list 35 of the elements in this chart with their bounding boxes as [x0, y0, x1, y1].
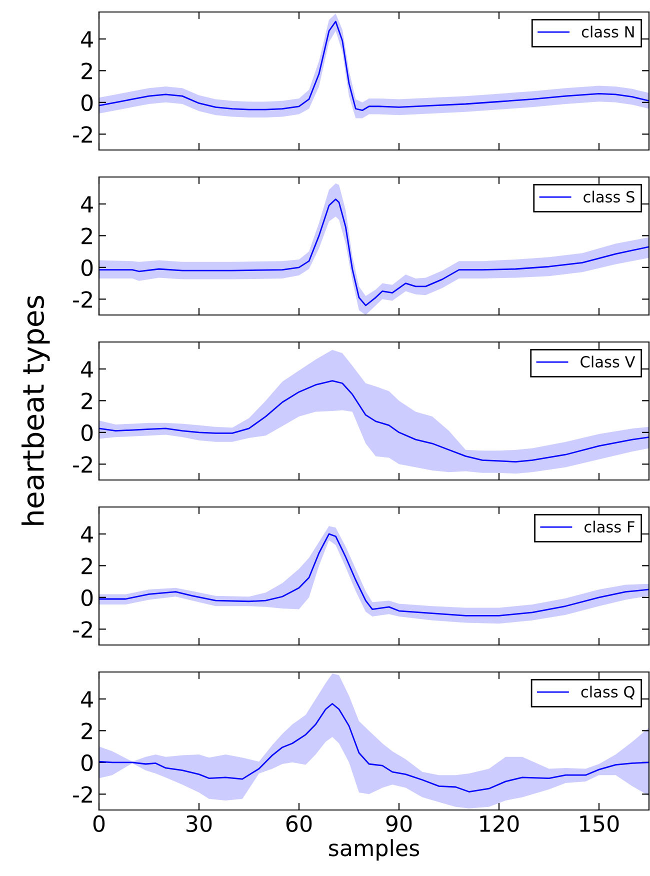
x-axis-title: samples: [329, 839, 420, 861]
y-tick-label: 4: [81, 361, 93, 378]
y-tick-label: 4: [81, 691, 93, 708]
x-tick-label: 60: [286, 815, 312, 832]
legend-label: class Q: [581, 686, 634, 700]
legend-label: Class V: [580, 356, 636, 368]
x-tick-label: 120: [480, 815, 519, 832]
line-series: [99, 703, 649, 792]
y-tick-label: 2: [82, 392, 92, 410]
legend-label: class S: [584, 190, 634, 203]
line-series: [99, 380, 649, 462]
y-tick-label: 0: [81, 754, 93, 772]
y-tick-label: -2: [73, 786, 92, 803]
y-tick-label: 2: [82, 558, 92, 574]
y-tick-label: 0: [81, 259, 93, 276]
y-tick-label: 2: [82, 228, 92, 244]
y-tick-label: 4: [81, 31, 93, 48]
legend-label: class F: [584, 520, 634, 533]
y-tick-label: -2: [73, 291, 92, 308]
y-tick-label: 2: [82, 62, 92, 80]
x-tick-label: 150: [580, 815, 619, 832]
y-tick-label: 0: [81, 589, 93, 606]
y-tick-label: 4: [81, 196, 93, 212]
y-tick-label: 4: [81, 526, 93, 542]
y-tick-label: 0: [81, 94, 93, 112]
y-axis-title: heartbeat types: [22, 296, 50, 525]
x-tick-label: 0: [93, 815, 105, 832]
y-tick-label: 2: [82, 722, 92, 740]
legend-label: class N: [582, 26, 634, 38]
x-tick-label: 90: [386, 815, 412, 832]
y-tick-label: -2: [73, 456, 92, 473]
y-tick-label: -2: [73, 126, 92, 143]
y-tick-label: 0: [81, 424, 93, 442]
y-tick-label: -2: [73, 621, 92, 638]
x-tick-label: 30: [186, 815, 212, 832]
